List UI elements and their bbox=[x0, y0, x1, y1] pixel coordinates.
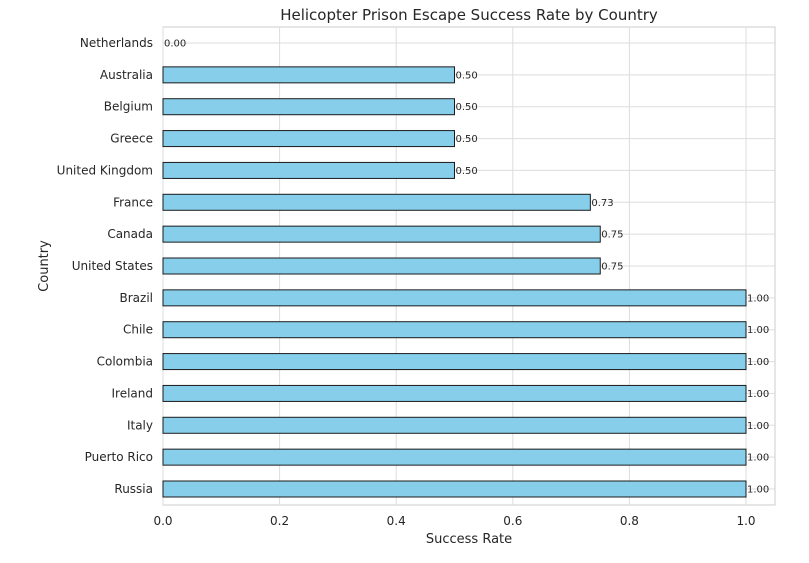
data-label: 1.00 bbox=[747, 453, 769, 464]
bar bbox=[162, 480, 747, 498]
data-label: 1.00 bbox=[747, 325, 769, 336]
data-label: 0.50 bbox=[456, 70, 478, 81]
x-tick-label: 0.8 bbox=[620, 514, 639, 528]
data-label: 0.73 bbox=[591, 198, 613, 209]
x-tick-label: 0.6 bbox=[503, 514, 522, 528]
y-tick-label: Australia bbox=[100, 68, 153, 82]
y-tick-label: France bbox=[113, 195, 153, 209]
labels: 0.0 0.2 0.4 0.6 0.8 1.0 Netherlands 0.00 Austral… bbox=[57, 36, 770, 528]
y-tick-label: Ireland bbox=[111, 386, 153, 400]
bar bbox=[162, 353, 747, 371]
data-label: 1.00 bbox=[747, 421, 769, 432]
y-tick-label: Colombia bbox=[97, 355, 153, 369]
bar bbox=[162, 384, 747, 402]
bar bbox=[162, 98, 455, 116]
y-tick-label: Chile bbox=[123, 323, 153, 337]
data-label: 0.50 bbox=[456, 102, 478, 113]
data-label: 1.00 bbox=[747, 293, 769, 304]
bar bbox=[162, 321, 747, 339]
bar bbox=[162, 193, 591, 211]
y-tick-label: United States bbox=[72, 259, 153, 273]
bar bbox=[162, 257, 601, 275]
y-tick-label: United Kingdom bbox=[57, 163, 153, 177]
data-label: 1.00 bbox=[747, 485, 769, 496]
x-tick-label: 0.0 bbox=[153, 514, 172, 528]
y-tick-label: Belgium bbox=[104, 100, 153, 114]
bar bbox=[162, 448, 747, 466]
x-axis-label: Success Rate bbox=[426, 532, 512, 547]
data-label: 0.00 bbox=[164, 39, 186, 50]
y-axis-label: Country bbox=[37, 240, 52, 292]
chart-title: Helicopter Prison Escape Success Rate by… bbox=[280, 6, 658, 24]
bar bbox=[162, 416, 747, 434]
bar bbox=[162, 289, 747, 307]
data-label: 0.75 bbox=[601, 262, 623, 273]
y-tick-label: Netherlands bbox=[80, 36, 153, 50]
y-tick-label: Italy bbox=[127, 418, 153, 432]
y-tick-label: Puerto Rico bbox=[85, 450, 153, 464]
data-label: 0.50 bbox=[456, 134, 478, 145]
x-tick-label: 0.4 bbox=[387, 514, 406, 528]
y-tick-label: Russia bbox=[114, 482, 153, 496]
bar bbox=[162, 225, 601, 243]
data-label: 1.00 bbox=[747, 357, 769, 368]
data-label: 0.50 bbox=[456, 166, 478, 177]
data-label: 0.75 bbox=[601, 230, 623, 241]
bars bbox=[162, 66, 747, 498]
y-tick-label: Canada bbox=[107, 227, 153, 241]
bar bbox=[162, 130, 455, 148]
y-tick-label: Brazil bbox=[120, 291, 154, 305]
bar bbox=[162, 161, 455, 179]
y-tick-label: Greece bbox=[110, 132, 153, 146]
x-tick-label: 0.2 bbox=[270, 514, 289, 528]
x-tick-label: 1.0 bbox=[736, 514, 755, 528]
bar bbox=[162, 66, 455, 84]
data-label: 1.00 bbox=[747, 389, 769, 400]
